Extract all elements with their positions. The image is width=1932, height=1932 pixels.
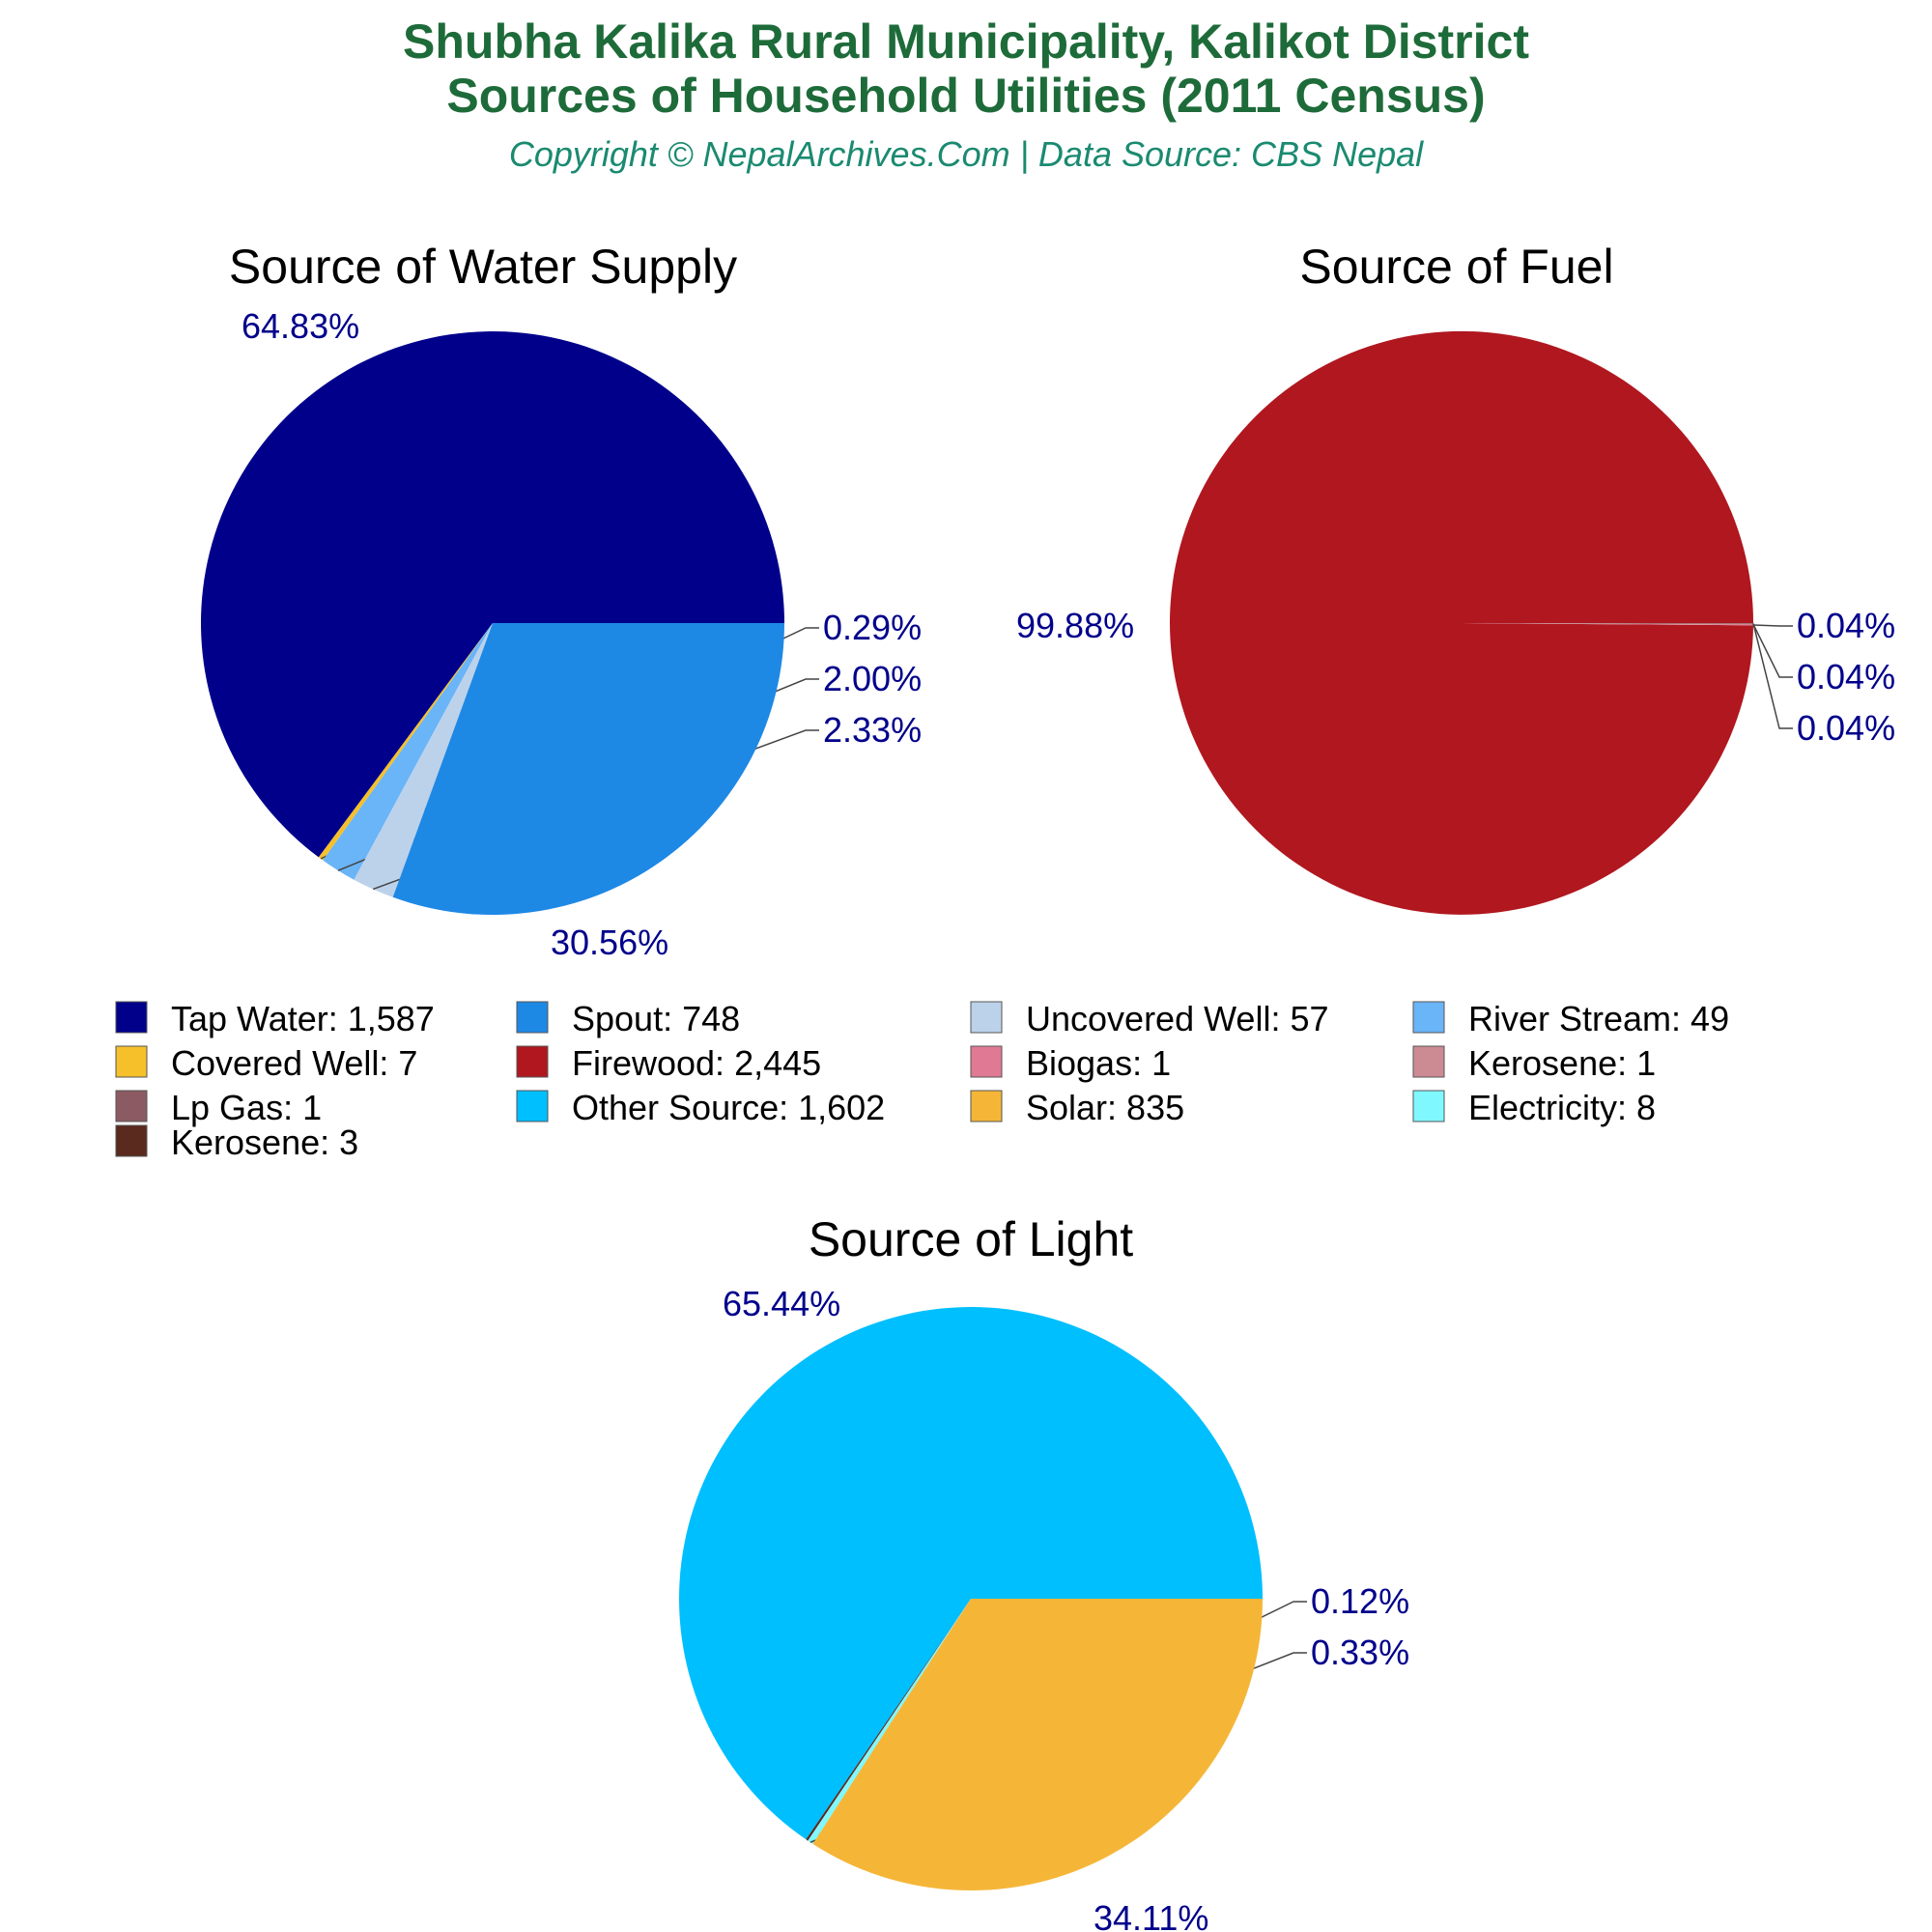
figure-subtitle: Copyright © NepalArchives.Com | Data Sou… [509,134,1424,174]
water-pct-label: 2.00% [823,659,922,698]
water-pct-label: 0.29% [823,608,922,647]
fuel-pie: 99.88% 0.04% 0.04% 0.04% [1016,330,1895,915]
fuel-slice-kerosene [1462,623,1754,625]
light-slice-other-source [678,1307,1263,1840]
light-pct-label: 65.44% [723,1284,840,1323]
light-pie: 65.44% 0.12% 0.33% 34.11% [678,1284,1409,1932]
legend-label: Lp Gas: 1 [171,1088,322,1127]
legend-swatch [516,1090,549,1122]
legend-swatch [115,1045,148,1078]
fuel-leader-line [1752,623,1793,729]
fuel-pct-label: 0.04% [1797,657,1895,696]
fuel-slice-firewood [1170,330,1753,915]
figure-title-line2: Sources of Household Utilities (2011 Cen… [446,69,1485,123]
legend-label: Biogas: 1 [1026,1043,1171,1083]
legend-swatch [115,1090,148,1122]
fuel-slice-lp-gas [1462,623,1754,624]
legend-swatch [115,1001,148,1034]
legend-swatch [1412,1090,1445,1122]
legend-label: Solar: 835 [1026,1088,1184,1127]
legend-swatch [1412,1045,1445,1078]
legend-label: Covered Well: 7 [171,1043,417,1083]
legend-label: Uncovered Well: 57 [1026,999,1329,1038]
light-pct-label: 0.33% [1311,1633,1409,1672]
legend-label: Kerosene: 3 [171,1122,358,1162]
light-slice-solar [812,1599,1263,1891]
legend-label: Kerosene: 1 [1468,1043,1656,1083]
fuel-pct-label: 0.04% [1797,708,1895,748]
light-slice-electricity [808,1599,971,1844]
water-pie: 64.83% 0.29% 2.00% 2.33% 30.56% [200,306,922,962]
legend: Tap Water: 1,587 Spout: 748 Uncovered Well… [115,999,1729,1162]
fuel-pie-title: Source of Fuel [1299,240,1613,294]
water-slice-tap-water [200,331,785,858]
legend-swatch [970,1045,1003,1078]
legend-swatch [970,1090,1003,1122]
fuel-pct-label: 0.04% [1797,606,1895,645]
legend-label: Firewood: 2,445 [572,1043,821,1083]
light-slice-kerosene [806,1599,971,1841]
legend-label: River Stream: 49 [1468,999,1729,1038]
legend-swatch [1412,1001,1445,1034]
fuel-slice-biogas [1462,623,1753,626]
light-pie-title: Source of Light [809,1212,1133,1266]
water-slice-covered-well [318,623,493,861]
water-pct-label: 2.33% [823,710,922,750]
legend-swatch [115,1124,148,1157]
water-pct-label: 30.56% [551,923,668,962]
legend-label: Tap Water: 1,587 [171,999,435,1038]
fuel-pct-label: 99.88% [1016,606,1134,645]
figure-title-line1: Shubha Kalika Rural Municipality, Kaliko… [403,14,1529,69]
fuel-leader-line [1752,624,1793,627]
light-pct-label: 34.11% [1094,1898,1208,1932]
water-pie-title: Source of Water Supply [229,240,737,294]
legend-swatch [970,1001,1003,1034]
light-pct-label: 0.12% [1311,1581,1409,1621]
legend-swatch [516,1045,549,1078]
water-slice-river-stream [323,623,493,880]
legend-label: Spout: 748 [572,999,740,1038]
water-pct-label: 64.83% [242,306,359,346]
fuel-leader-line [1752,623,1793,678]
legend-label: Electricity: 8 [1468,1088,1656,1127]
water-slice-uncovered-well [354,623,493,897]
legend-label: Other Source: 1,602 [572,1088,885,1127]
water-slice-spout [392,623,784,916]
legend-swatch [516,1001,549,1034]
